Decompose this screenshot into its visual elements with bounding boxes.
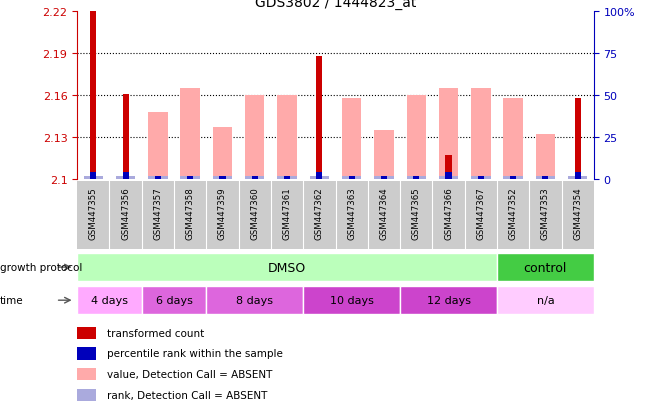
Bar — [148, 176, 168, 180]
Bar — [142, 287, 207, 314]
Text: GSM447358: GSM447358 — [186, 187, 195, 240]
Bar — [535, 176, 555, 180]
Text: percentile rank within the sample: percentile rank within the sample — [107, 349, 283, 358]
Bar — [503, 176, 523, 180]
Bar — [245, 96, 264, 180]
Bar — [497, 254, 594, 281]
Bar — [542, 176, 548, 180]
Bar — [471, 176, 491, 180]
Text: GSM447352: GSM447352 — [509, 187, 517, 240]
Text: GSM447364: GSM447364 — [379, 187, 389, 240]
Bar — [123, 95, 129, 180]
Bar — [277, 176, 297, 180]
Bar — [77, 287, 142, 314]
Bar — [77, 347, 97, 360]
Text: GSM447367: GSM447367 — [476, 187, 485, 240]
Text: transformed count: transformed count — [107, 328, 205, 338]
Bar — [342, 99, 362, 180]
Bar — [77, 368, 97, 380]
Bar — [316, 57, 323, 180]
Text: GSM447353: GSM447353 — [541, 187, 550, 240]
Text: GSM447354: GSM447354 — [573, 187, 582, 240]
Text: GSM447355: GSM447355 — [89, 187, 98, 240]
Title: GDS3802 / 1444823_at: GDS3802 / 1444823_at — [255, 0, 416, 10]
Bar — [574, 173, 581, 180]
Bar — [439, 176, 458, 180]
Bar — [116, 176, 136, 180]
Bar — [284, 176, 290, 180]
Text: control: control — [523, 261, 567, 274]
Bar — [252, 176, 258, 180]
Text: 4 days: 4 days — [91, 295, 128, 306]
Text: 12 days: 12 days — [427, 295, 470, 306]
Text: time: time — [0, 295, 23, 306]
Bar — [510, 176, 516, 180]
Bar — [148, 113, 168, 180]
Bar — [245, 176, 264, 180]
Bar — [574, 99, 581, 180]
Text: value, Detection Call = ABSENT: value, Detection Call = ABSENT — [107, 369, 272, 379]
Bar — [77, 327, 97, 339]
Bar — [180, 176, 200, 180]
Bar — [90, 173, 97, 180]
Text: GSM447360: GSM447360 — [250, 187, 259, 240]
Text: GSM447357: GSM447357 — [154, 187, 162, 240]
Bar — [342, 176, 362, 180]
Bar — [213, 176, 232, 180]
Bar — [219, 176, 225, 180]
Bar — [77, 254, 497, 281]
Bar — [497, 287, 594, 314]
Bar — [446, 173, 452, 180]
Text: n/a: n/a — [537, 295, 554, 306]
Bar — [77, 389, 97, 401]
Bar — [213, 128, 232, 180]
Bar — [123, 173, 129, 180]
Text: growth protocol: growth protocol — [0, 262, 83, 273]
Bar — [90, 12, 97, 180]
Text: 6 days: 6 days — [156, 295, 193, 306]
Bar — [478, 176, 484, 180]
Bar — [277, 96, 297, 180]
Text: 10 days: 10 days — [329, 295, 374, 306]
Bar — [348, 176, 355, 180]
Bar — [471, 89, 491, 180]
Text: GSM447363: GSM447363 — [347, 187, 356, 240]
Text: GSM447359: GSM447359 — [218, 187, 227, 240]
Bar — [155, 176, 161, 180]
Bar — [413, 176, 419, 180]
Text: 8 days: 8 days — [236, 295, 273, 306]
Bar — [568, 176, 587, 180]
Bar — [381, 176, 387, 180]
Text: rank, Detection Call = ABSENT: rank, Detection Call = ABSENT — [107, 390, 268, 400]
Bar — [535, 135, 555, 180]
Text: GSM447362: GSM447362 — [315, 187, 324, 240]
Bar — [446, 156, 452, 180]
Bar — [439, 89, 458, 180]
Bar — [374, 131, 394, 180]
Text: GSM447366: GSM447366 — [444, 187, 453, 240]
Bar — [407, 96, 426, 180]
Bar — [374, 176, 394, 180]
Bar — [503, 99, 523, 180]
Text: GSM447356: GSM447356 — [121, 187, 130, 240]
Bar — [407, 176, 426, 180]
Bar — [310, 176, 329, 180]
Bar — [84, 176, 103, 180]
Text: GSM447361: GSM447361 — [282, 187, 292, 240]
Bar — [400, 287, 497, 314]
Bar — [180, 89, 200, 180]
Bar — [303, 287, 400, 314]
Bar — [316, 173, 323, 180]
Text: GSM447365: GSM447365 — [412, 187, 421, 240]
Bar — [187, 176, 193, 180]
Text: DMSO: DMSO — [268, 261, 306, 274]
Bar — [207, 287, 303, 314]
